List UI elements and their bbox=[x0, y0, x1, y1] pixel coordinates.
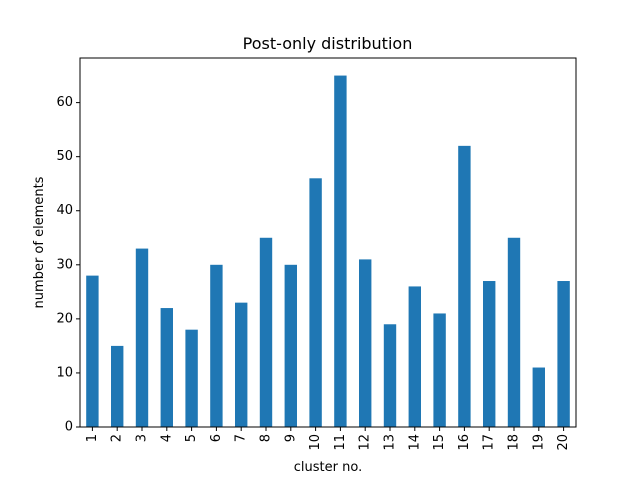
bar-cluster-19 bbox=[532, 367, 545, 427]
x-tick-label: 5 bbox=[184, 434, 199, 442]
y-tick-label: 50 bbox=[56, 149, 73, 164]
x-tick-label: 18 bbox=[507, 434, 522, 451]
x-tick-label: 2 bbox=[110, 434, 125, 442]
x-tick-label: 6 bbox=[209, 434, 224, 442]
bar-cluster-6 bbox=[210, 264, 223, 427]
bar-cluster-1 bbox=[86, 275, 99, 427]
bar-cluster-11 bbox=[334, 75, 347, 427]
bar-cluster-2 bbox=[111, 345, 124, 427]
y-tick-label: 20 bbox=[56, 311, 73, 326]
x-tick-label: 15 bbox=[432, 434, 447, 451]
y-axis-ticks: 0 10 20 30 40 50 60 bbox=[56, 95, 80, 435]
x-tick-label: 13 bbox=[383, 434, 398, 451]
bar-cluster-10 bbox=[309, 178, 322, 427]
x-tick-label: 20 bbox=[556, 434, 571, 451]
x-tick-label: 12 bbox=[358, 434, 373, 451]
bar-cluster-5 bbox=[185, 329, 198, 427]
x-tick-label: 4 bbox=[159, 434, 174, 442]
bar-cluster-4 bbox=[160, 308, 173, 427]
bar-cluster-15 bbox=[433, 313, 446, 427]
bar-cluster-14 bbox=[408, 286, 421, 427]
x-tick-label: 19 bbox=[531, 434, 546, 451]
y-tick-label: 40 bbox=[56, 203, 73, 218]
x-axis-ticks: 1 2 3 4 5 6 7 8 9 10 11 12 13 14 15 16 17 18 19 20 bbox=[85, 427, 571, 451]
x-tick-label: 14 bbox=[407, 434, 422, 451]
y-tick-label: 60 bbox=[56, 95, 73, 110]
bar-cluster-12 bbox=[359, 259, 372, 427]
bar-cluster-7 bbox=[235, 302, 248, 427]
x-tick-label: 17 bbox=[482, 434, 497, 451]
y-tick-label: 30 bbox=[56, 257, 73, 272]
x-tick-label: 1 bbox=[85, 434, 100, 442]
bar-cluster-17 bbox=[483, 281, 496, 427]
bar-cluster-20 bbox=[557, 281, 570, 427]
bar-cluster-9 bbox=[284, 264, 297, 427]
plot-frame bbox=[79, 57, 577, 428]
bar-cluster-8 bbox=[259, 237, 273, 427]
x-tick-label: 3 bbox=[135, 434, 150, 442]
x-tick-label: 7 bbox=[234, 434, 249, 442]
x-axis-label: cluster no. bbox=[294, 460, 362, 475]
bar-cluster-18 bbox=[507, 237, 521, 427]
bars-group bbox=[86, 75, 570, 428]
x-tick-label: 10 bbox=[308, 434, 323, 451]
y-axis-label: number of elements bbox=[32, 176, 47, 308]
x-tick-label: 9 bbox=[283, 434, 298, 442]
bar-cluster-16 bbox=[458, 145, 471, 428]
chart-title: Post-only distribution bbox=[243, 34, 413, 53]
x-tick-label: 16 bbox=[457, 434, 472, 451]
y-tick-label: 0 bbox=[65, 420, 73, 435]
x-tick-label: 11 bbox=[333, 434, 348, 451]
bar-cluster-13 bbox=[383, 324, 397, 427]
bar-cluster-3 bbox=[135, 248, 149, 427]
x-tick-label: 8 bbox=[259, 434, 274, 442]
y-tick-label: 10 bbox=[56, 365, 73, 380]
